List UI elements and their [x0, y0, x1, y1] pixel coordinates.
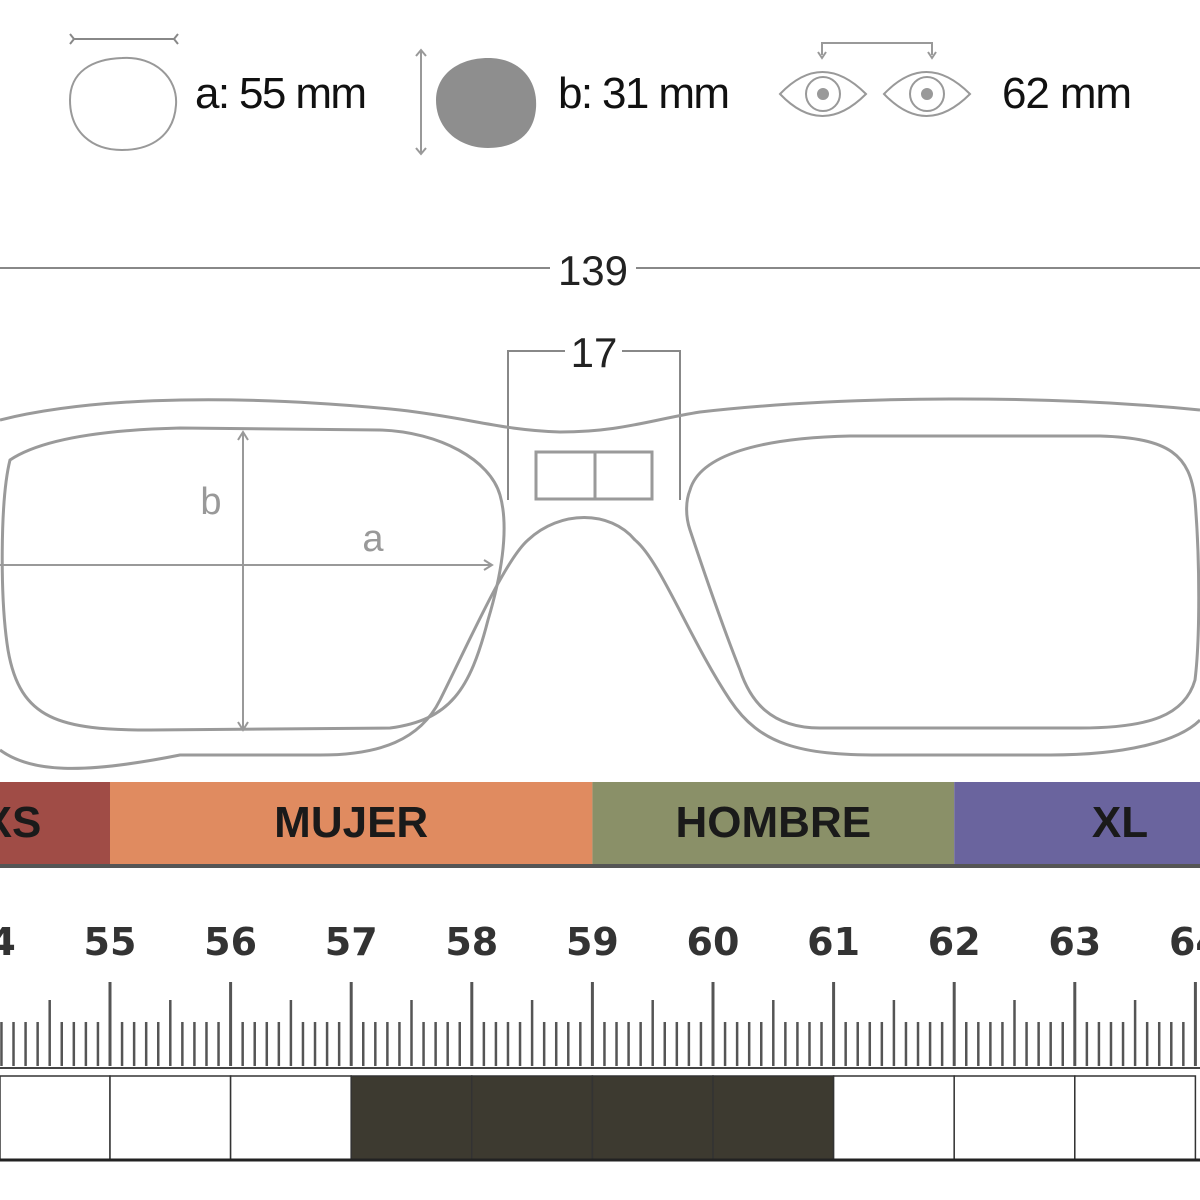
highlighted-cell	[350, 1075, 473, 1161]
size-band-hombre: HOMBRE	[592, 782, 955, 864]
size-band-label: XL	[1092, 798, 1148, 847]
ruler-cell	[953, 1075, 1076, 1161]
lens-height-legend: b: 31 mm	[415, 48, 730, 156]
bridge-label: 17	[571, 329, 618, 376]
size-band-label: HOMBRE	[676, 798, 872, 847]
bridge-dimension: 17	[507, 329, 681, 500]
ruler-cell	[832, 1075, 955, 1161]
lens-width-label: a: 55 mm	[195, 69, 367, 118]
size-band-label: XS	[0, 798, 41, 847]
ruler-cell	[1074, 1075, 1197, 1161]
total-width-label: 139	[558, 247, 628, 294]
size-band-fill	[0, 782, 110, 864]
highlighted-cell	[591, 1075, 714, 1161]
size-band-xl: XL	[954, 782, 1200, 864]
pupillary-distance-label: 62 mm	[1002, 69, 1132, 118]
ruler-label: 59	[566, 920, 619, 964]
lens-height-label: b: 31 mm	[558, 69, 730, 118]
size-band-xs: XS	[0, 782, 110, 864]
total-width-dimension: 139	[0, 247, 1200, 294]
size-bands: XS MUJER HOMBRE XL	[0, 782, 1200, 864]
size-band-mujer: MUJER	[110, 782, 593, 864]
ruler-cell	[109, 1075, 232, 1161]
highlighted-cell	[471, 1075, 594, 1161]
highlighted-cell	[712, 1075, 835, 1161]
size-band-fill	[110, 782, 593, 864]
ruler-label: 62	[928, 920, 981, 964]
lens-width-marker: a	[362, 518, 384, 560]
ruler-cell	[229, 1075, 352, 1161]
lens-filled-icon	[415, 48, 537, 156]
lens-height-marker: b	[200, 481, 221, 523]
ruler-label: 63	[1048, 920, 1101, 964]
size-band-fill	[592, 782, 955, 864]
size-band-label: MUJER	[274, 798, 428, 847]
lens-outline-icon	[68, 33, 179, 152]
ruler-cells	[0, 1075, 1200, 1162]
ruler-label: 61	[807, 920, 860, 964]
size-band-fill	[954, 782, 1200, 864]
lens-measure-lines	[0, 430, 494, 732]
ruler-label: 57	[325, 920, 378, 964]
ruler-label: 60	[687, 920, 740, 964]
ruler-label: 55	[84, 920, 137, 964]
ruler-label: 54	[0, 920, 16, 964]
eyes-icon	[778, 42, 972, 117]
ruler-label: 56	[204, 920, 257, 964]
pupillary-distance-legend: 62 mm	[778, 42, 1132, 118]
ruler-label: 64	[1169, 920, 1200, 964]
glasses-frame	[0, 397, 1200, 770]
ruler-cell	[0, 1075, 111, 1161]
ruler-ticks	[0, 982, 1197, 1066]
ruler-label: 58	[445, 920, 498, 964]
band-divider	[0, 864, 1200, 868]
lens-width-legend: a: 55 mm	[68, 33, 367, 152]
ruler-labels: 54 55 56 57 58 59 60 61 62 63 64	[0, 920, 1200, 964]
